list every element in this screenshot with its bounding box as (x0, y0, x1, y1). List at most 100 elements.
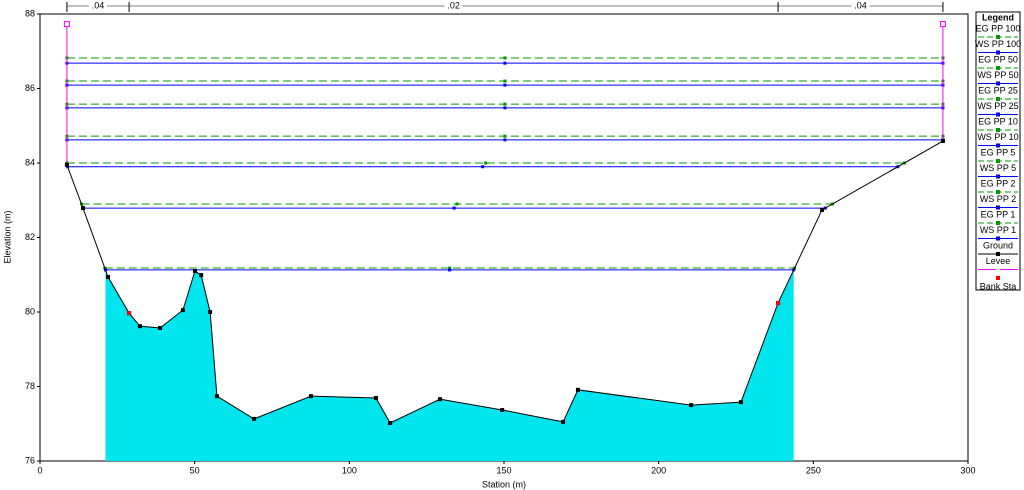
legend-label: WS PP 5 (980, 163, 1016, 173)
x-tick-label: 0 (37, 465, 42, 475)
ground-point (137, 324, 142, 329)
legend-label: WS PP 100 (975, 39, 1021, 49)
legend-label: EG PP 2 (981, 178, 1016, 188)
ground-point (208, 310, 213, 314)
level-marker (503, 138, 507, 142)
legend-label: EG PP 50 (978, 54, 1018, 64)
legend-label: WS PP 1 (980, 225, 1016, 235)
ground-point (158, 326, 163, 331)
levee-top (939, 21, 946, 28)
manning-label: .02 (447, 0, 460, 10)
legend-marker (996, 174, 1000, 179)
legend-marker (996, 128, 1000, 132)
bank-station (776, 301, 781, 306)
level-marker (503, 56, 507, 60)
y-tick-label: 76 (25, 455, 35, 465)
legend-marker (996, 81, 1000, 86)
legend-label: EG PP 5 (981, 147, 1016, 157)
bank-station (127, 311, 132, 316)
y-tick-label: 84 (25, 157, 35, 167)
level-marker (503, 102, 507, 106)
ground-point (80, 206, 85, 211)
level-marker (503, 83, 507, 87)
y-tick-label: 88 (25, 8, 35, 18)
level-marker (448, 268, 452, 272)
level-marker (452, 206, 456, 210)
legend-label: EG PP 100 (976, 23, 1021, 33)
ground-point (575, 387, 580, 392)
x-tick-label: 100 (342, 465, 357, 475)
legend-marker (996, 276, 1000, 280)
legend-marker (996, 35, 1000, 39)
x-tick-label: 200 (651, 465, 666, 475)
legend-box (975, 11, 1021, 291)
level-marker (448, 266, 452, 270)
legend-label: WS PP 2 (980, 194, 1016, 204)
manning-label: .04 (92, 0, 105, 10)
legend-label: EG PP 25 (978, 85, 1018, 95)
y-tick-label: 82 (25, 232, 35, 242)
legend-label: EG PP 1 (981, 209, 1016, 219)
x-tick-label: 250 (806, 465, 821, 475)
ground-point (819, 207, 824, 212)
level-marker (503, 106, 507, 110)
legend-marker (996, 267, 1000, 272)
x-axis-title: Station (m) (482, 479, 526, 489)
level-marker (481, 165, 485, 169)
legend-label: EG PP 10 (978, 116, 1018, 126)
y-tick-label: 86 (25, 83, 35, 93)
ground-point (214, 394, 219, 399)
ground-point (199, 273, 204, 278)
ground-point (192, 269, 197, 274)
ground-point (308, 394, 313, 399)
ground-point (437, 397, 442, 402)
ground-point (689, 403, 694, 408)
legend-marker (996, 236, 1000, 241)
ground-point (106, 274, 111, 279)
legend-marker (996, 112, 1000, 117)
water-fill (105, 269, 794, 461)
legend-label: Ground (983, 240, 1013, 250)
level-marker (503, 61, 507, 65)
legend-marker (996, 252, 1000, 256)
manning-label: .04 (854, 0, 867, 10)
x-tick-label: 300 (960, 465, 975, 475)
legend-label: Levee (986, 256, 1011, 266)
legend-marker (996, 159, 1000, 163)
y-axis-title: Elevation (m) (2, 210, 12, 263)
ground-point (252, 416, 257, 421)
ground-point (64, 162, 69, 167)
legend-marker (996, 205, 1000, 210)
ground-point (373, 396, 378, 401)
legend-marker (996, 50, 1000, 55)
ground-point (388, 421, 393, 426)
y-tick-label: 80 (25, 306, 35, 316)
legend-marker (996, 190, 1000, 194)
ground-line (66, 140, 944, 424)
levee-top (63, 21, 70, 28)
ground-point (940, 139, 945, 144)
legend-marker (996, 97, 1000, 101)
x-tick-label: 150 (496, 465, 511, 475)
legend-label: WS PP 50 (977, 70, 1018, 80)
ground-point (180, 308, 185, 313)
manning-label-bg (851, 1, 870, 11)
legend-label: Bank Sta (980, 281, 1017, 291)
legend-label: WS PP 10 (977, 132, 1018, 142)
manning-label-bg (89, 1, 107, 11)
manning-label-bg (444, 1, 463, 11)
ground-point (738, 400, 743, 405)
level-marker (503, 134, 507, 138)
legend-label: WS PP 25 (977, 101, 1018, 111)
y-tick-label: 78 (25, 381, 35, 391)
legend-marker (996, 143, 1000, 148)
legend-marker (996, 66, 1000, 70)
level-marker (503, 79, 507, 83)
level-marker (484, 161, 488, 165)
x-tick-label: 50 (190, 465, 200, 475)
legend-marker (996, 221, 1000, 225)
legend-title: Legend (982, 12, 1014, 22)
ground-point (561, 419, 566, 424)
ground-point (500, 407, 505, 412)
